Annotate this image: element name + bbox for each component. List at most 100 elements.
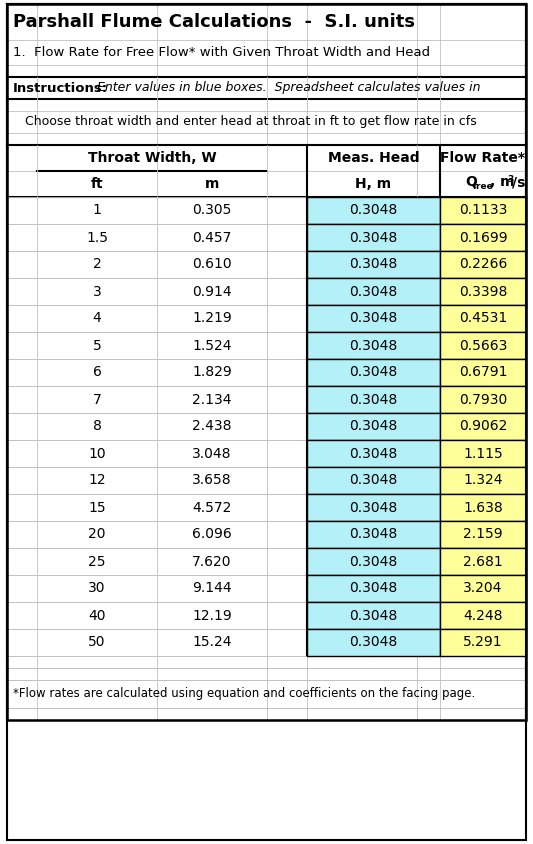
Bar	[440, 386, 526, 413]
Bar	[307, 575, 440, 602]
Text: 50: 50	[88, 636, 106, 650]
Text: 6.096: 6.096	[192, 528, 232, 542]
Text: 0.3048: 0.3048	[349, 500, 398, 515]
Text: 3.048: 3.048	[192, 446, 232, 461]
Text: 4.572: 4.572	[192, 500, 232, 515]
Text: 40: 40	[88, 609, 106, 623]
Text: 0.3048: 0.3048	[349, 230, 398, 245]
Text: 15: 15	[88, 500, 106, 515]
Text: 0.3048: 0.3048	[349, 284, 398, 299]
Bar	[440, 467, 526, 494]
Text: 0.1133: 0.1133	[459, 203, 507, 218]
Text: 0.2266: 0.2266	[459, 257, 507, 272]
Bar	[307, 197, 440, 224]
Text: 0.3398: 0.3398	[459, 284, 507, 299]
Bar	[440, 224, 526, 251]
Text: 8: 8	[93, 419, 101, 434]
Text: H, m: H, m	[356, 177, 392, 191]
Text: 0.5663: 0.5663	[459, 338, 507, 353]
Text: 5: 5	[93, 338, 101, 353]
Bar	[440, 251, 526, 278]
Bar	[307, 305, 440, 332]
Text: free: free	[473, 182, 494, 191]
Text: 5.291: 5.291	[463, 636, 503, 650]
Bar	[440, 278, 526, 305]
Text: 6: 6	[93, 365, 101, 380]
Bar	[440, 521, 526, 548]
Text: 0.1699: 0.1699	[459, 230, 507, 245]
Text: 3: 3	[93, 284, 101, 299]
Text: ft: ft	[91, 177, 103, 191]
Text: 4: 4	[93, 311, 101, 326]
Text: 0.3048: 0.3048	[349, 473, 398, 488]
Text: 0.3048: 0.3048	[349, 528, 398, 542]
Bar	[440, 332, 526, 359]
Bar	[440, 575, 526, 602]
Text: 0.457: 0.457	[192, 230, 232, 245]
Text: *Flow rates are calculated using equation and coefficients on the facing page.: *Flow rates are calculated using equatio…	[13, 688, 475, 701]
Bar	[440, 548, 526, 575]
Bar	[307, 494, 440, 521]
Text: 0.3048: 0.3048	[349, 311, 398, 326]
Bar	[307, 521, 440, 548]
Text: 15.24: 15.24	[192, 636, 232, 650]
Text: 12: 12	[88, 473, 106, 488]
Text: 0.3048: 0.3048	[349, 555, 398, 569]
Bar	[307, 224, 440, 251]
Text: 0.3048: 0.3048	[349, 636, 398, 650]
Text: 0.610: 0.610	[192, 257, 232, 272]
Text: 4.248: 4.248	[463, 609, 503, 623]
Text: 2: 2	[93, 257, 101, 272]
Text: 0.7930: 0.7930	[459, 392, 507, 407]
Bar	[307, 386, 440, 413]
Bar	[440, 440, 526, 467]
Text: m: m	[205, 177, 219, 191]
Text: Q: Q	[465, 176, 477, 190]
Text: 20: 20	[88, 528, 106, 542]
Text: 2.681: 2.681	[463, 555, 503, 569]
Text: 0.3048: 0.3048	[349, 203, 398, 218]
Bar	[307, 440, 440, 467]
Text: 1.219: 1.219	[192, 311, 232, 326]
Text: 0.3048: 0.3048	[349, 365, 398, 380]
Text: Parshall Flume Calculations  -  S.I. units: Parshall Flume Calculations - S.I. units	[13, 13, 415, 31]
Text: 3.658: 3.658	[192, 473, 232, 488]
Bar	[307, 467, 440, 494]
Text: 3.204: 3.204	[463, 582, 503, 596]
Text: Instructions:: Instructions:	[13, 82, 108, 95]
Text: 1.  Flow Rate for Free Flow* with Given Throat Width and Head: 1. Flow Rate for Free Flow* with Given T…	[13, 46, 430, 59]
Bar	[7, 4, 526, 720]
Bar	[440, 629, 526, 656]
Bar	[307, 251, 440, 278]
Bar	[440, 359, 526, 386]
Bar	[307, 413, 440, 440]
Text: 0.3048: 0.3048	[349, 609, 398, 623]
Text: 0.914: 0.914	[192, 284, 232, 299]
Text: 0.3048: 0.3048	[349, 257, 398, 272]
Bar	[307, 629, 440, 656]
Bar	[307, 602, 440, 629]
Text: 0.4531: 0.4531	[459, 311, 507, 326]
Text: , m: , m	[490, 176, 514, 190]
Bar	[440, 197, 526, 224]
Bar	[440, 413, 526, 440]
Text: 0.9062: 0.9062	[459, 419, 507, 434]
Text: Choose throat width and enter head at throat in ft to get flow rate in cfs: Choose throat width and enter head at th…	[13, 116, 477, 128]
Text: 1.5: 1.5	[86, 230, 108, 245]
Text: 9.144: 9.144	[192, 582, 232, 596]
Text: /s: /s	[512, 176, 526, 190]
Text: 10: 10	[88, 446, 106, 461]
Bar	[440, 602, 526, 629]
Text: 0.305: 0.305	[192, 203, 232, 218]
Text: Throat Width, W: Throat Width, W	[88, 151, 216, 165]
Text: 1.829: 1.829	[192, 365, 232, 380]
Text: 1.324: 1.324	[463, 473, 503, 488]
Text: 2.438: 2.438	[192, 419, 232, 434]
Text: 7.620: 7.620	[192, 555, 232, 569]
Bar	[307, 332, 440, 359]
Text: 1.524: 1.524	[192, 338, 232, 353]
Text: 0.3048: 0.3048	[349, 338, 398, 353]
Text: 7: 7	[93, 392, 101, 407]
Text: 1.638: 1.638	[463, 500, 503, 515]
Bar	[440, 305, 526, 332]
